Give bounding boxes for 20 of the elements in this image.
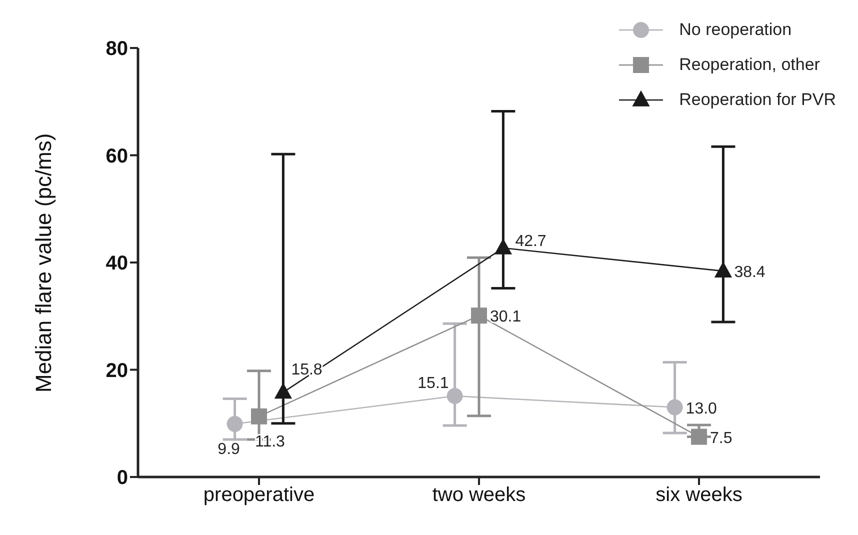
legend-label: No reoperation: [679, 20, 792, 40]
data-label: 42.7: [515, 233, 546, 250]
y-tick-label: 60: [106, 145, 128, 168]
data-label: 30.1: [490, 308, 522, 326]
data-label: 15.1: [418, 375, 449, 392]
data-label: 38.4: [734, 264, 766, 282]
legend-label: Reoperation, other: [679, 54, 820, 74]
y-tick-label: 20: [106, 360, 128, 382]
x-tick-label: six weeks: [656, 484, 742, 506]
data-label: 13.0: [686, 400, 718, 418]
data-label: 9.9: [218, 440, 240, 458]
y-axis-title: Median flare value (pc/ms): [30, 133, 56, 392]
legend-label: Reoperation for PVR: [679, 90, 836, 110]
y-tick-label: 0: [116, 467, 128, 490]
x-tick-label: two weeks: [432, 484, 526, 506]
data-label: 11.3: [255, 433, 286, 450]
data-label: 7.5: [710, 430, 732, 447]
y-tick-label: 40: [106, 252, 128, 275]
x-tick-label: preoperative: [203, 484, 315, 506]
y-tick-label: 80: [106, 38, 128, 60]
